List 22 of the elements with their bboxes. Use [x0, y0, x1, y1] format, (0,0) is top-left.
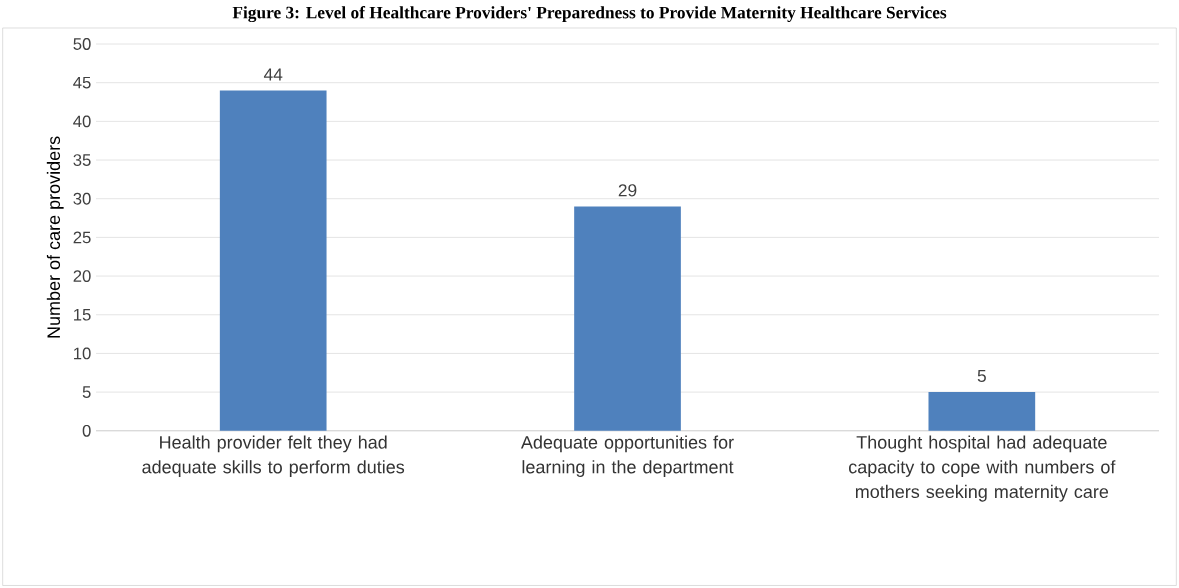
- data-label: 44: [263, 68, 283, 81]
- y-tick-label: 0: [82, 424, 91, 437]
- chart-title: Figure 3: Level of Healthcare Providers' Preparedness to Provide Maternity Healthcare Services: [232, 5, 947, 22]
- x-tick-label: Health provider felt they had adequate skills to perform duties: [142, 435, 405, 477]
- data-label: 29: [618, 184, 637, 197]
- y-tick-label: 20: [73, 270, 91, 282]
- x-tick-label: Adequate opportunities for learning in the department: [520, 435, 734, 477]
- y-axis-title: Number of care providers: [46, 136, 64, 338]
- y-tick-label: 40: [73, 115, 91, 128]
- data-label: 5: [977, 369, 986, 382]
- y-tick-label: 15: [74, 308, 91, 321]
- bar: [574, 206, 681, 431]
- x-tick-label: Thought hospital had adequate capacity to cope with numbers of mothers seeking maternity care: [849, 435, 1116, 502]
- bar: [928, 392, 1036, 431]
- y-tick-label: 45: [73, 76, 91, 89]
- y-tick-label: 25: [73, 231, 91, 244]
- bar: [219, 90, 327, 431]
- y-tick-label: 35: [73, 154, 91, 166]
- y-tick-label: 10: [74, 347, 91, 360]
- y-tick-label: 50: [73, 38, 91, 50]
- y-tick-label: 30: [73, 192, 91, 205]
- y-tick-label: 5: [82, 386, 91, 398]
